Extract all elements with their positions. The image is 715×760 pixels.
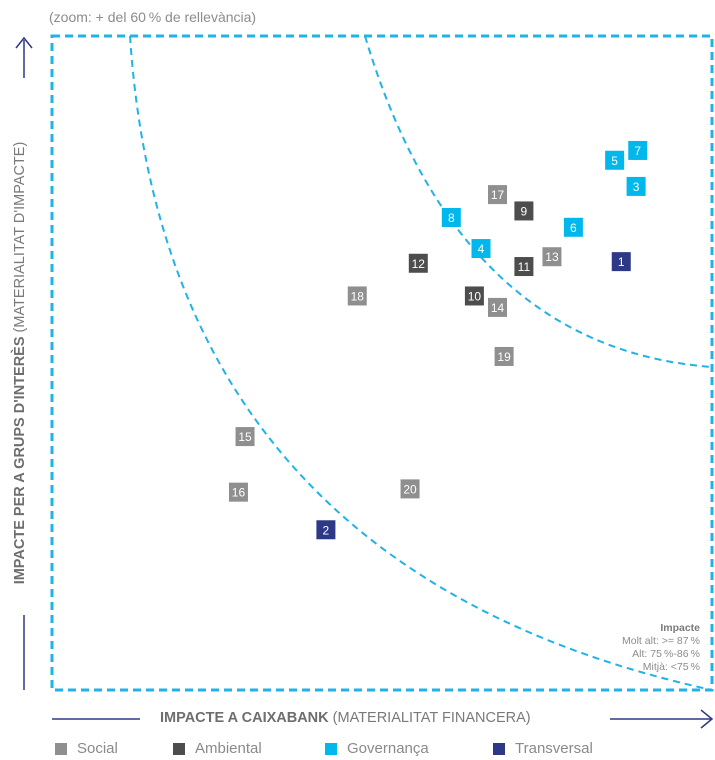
category-legend: Social Ambiental Governança Transversal: [55, 740, 715, 760]
data-point-marker: [471, 239, 491, 259]
data-point-label: 17: [491, 188, 505, 202]
legend-swatch-ambiental: [173, 742, 185, 755]
y-axis-arrowhead: [15, 36, 33, 49]
data-point-8: 8: [441, 207, 461, 227]
data-point-label: 20: [403, 482, 417, 496]
zoom-note: (zoom: + del 60 % de rellevància): [49, 9, 257, 25]
data-point-label: 12: [412, 257, 426, 271]
data-point-marker: [488, 297, 507, 317]
legend-swatch-governanca: [325, 742, 337, 755]
threshold-curve-medium: [129, 35, 713, 691]
data-point-label: 1: [618, 255, 625, 269]
impact-legend-title: Impacte: [660, 622, 700, 634]
x-axis-label-light: (MATERIALITAT FINANCERA): [332, 710, 531, 726]
data-point-5: 5: [605, 150, 625, 170]
data-point-marker: [628, 140, 648, 160]
data-point-4: 4: [471, 239, 491, 259]
legend-label-transversal: Transversal: [515, 740, 593, 757]
data-point-label: 6: [570, 221, 577, 235]
x-axis-label-strong: IMPACTE A CAIXABANK: [160, 710, 329, 726]
y-axis-label-wrap: IMPACTE PER A GRUPS D'INTERÈS (MATERIALI…: [5, 30, 35, 695]
legend-label-social: Social: [77, 740, 118, 757]
data-point-marker: [542, 247, 562, 267]
data-point-19: 19: [494, 346, 514, 366]
data-point-marker: [316, 520, 336, 540]
data-point-label: 15: [238, 430, 252, 444]
data-point-marker: [563, 217, 583, 237]
legend-item-ambiental: Ambiental: [173, 740, 262, 757]
data-point-marker: [626, 176, 646, 196]
data-point-label: 5: [611, 154, 618, 168]
data-point-label: 3: [633, 180, 640, 194]
data-point-14: 14: [488, 297, 507, 317]
legend-item-governanca: Governança: [325, 740, 429, 757]
impact-legend-very-high: Molt alt: >= 87 %: [622, 635, 700, 647]
data-point-marker: [514, 201, 534, 221]
data-point-12: 12: [408, 253, 428, 273]
data-point-2: 2: [316, 520, 336, 540]
data-point-marker: [441, 207, 461, 227]
legend-swatch-social: [55, 742, 67, 755]
data-point-label: 8: [448, 211, 455, 225]
data-point-10: 10: [464, 286, 484, 306]
data-point-6: 6: [563, 217, 583, 237]
data-point-label: 18: [351, 289, 365, 303]
data-point-9: 9: [514, 201, 534, 221]
plot-frame: [50, 34, 714, 692]
data-point-16: 16: [228, 482, 248, 502]
data-point-label: 14: [491, 301, 505, 315]
data-point-marker: [605, 150, 625, 170]
data-point-label: 9: [521, 204, 528, 218]
data-point-20: 20: [400, 479, 420, 499]
data-point-18: 18: [347, 286, 367, 306]
data-point-marker: [228, 482, 248, 502]
data-point-label: 16: [232, 486, 246, 500]
legend-item-social: Social: [55, 740, 118, 757]
data-point-13: 13: [542, 247, 562, 267]
data-point-3: 3: [626, 176, 646, 196]
data-point-marker: [514, 257, 534, 277]
y-axis-label: IMPACTE PER A GRUPS D'INTERÈS (MATERIALI…: [12, 141, 28, 584]
data-point-label: 2: [323, 523, 330, 537]
x-axis-label: IMPACTE A CAIXABANK (MATERIALITAT FINANC…: [160, 710, 531, 726]
data-point-marker: [464, 286, 484, 306]
data-point-label: 7: [634, 144, 641, 158]
legend-label-ambiental: Ambiental: [195, 740, 262, 757]
data-point-marker: [235, 427, 255, 447]
data-point-7: 7: [628, 140, 648, 160]
y-axis-label-light: (MATERIALITAT D'IMPACTE): [12, 141, 28, 332]
data-point-label: 4: [478, 242, 485, 256]
data-point-label: 10: [468, 289, 482, 303]
data-point-15: 15: [235, 427, 255, 447]
legend-item-transversal: Transversal: [493, 740, 593, 757]
impact-legend-high: Alt: 75 %-86 %: [632, 648, 700, 660]
data-point-label: 13: [545, 250, 559, 264]
data-point-marker: [408, 253, 428, 273]
data-point-label: 11: [518, 260, 531, 274]
data-point-marker: [400, 479, 420, 499]
data-point-label: 19: [497, 350, 511, 364]
impact-legend: Impacte Molt alt: >= 87 % Alt: 75 %-86 %…: [622, 622, 700, 674]
x-axis-arrowhead: [700, 709, 714, 729]
data-point-marker: [611, 252, 631, 272]
y-axis-label-strong: IMPACTE PER A GRUPS D'INTERÈS: [12, 335, 28, 584]
legend-swatch-transversal: [493, 742, 505, 755]
threshold-curve-high: [364, 35, 713, 368]
data-point-1: 1: [611, 252, 631, 272]
legend-label-governanca: Governança: [347, 740, 429, 757]
impact-legend-medium: Mitjà: <75 %: [642, 661, 700, 673]
data-point-11: 11: [514, 257, 534, 277]
data-point-marker: [494, 346, 514, 366]
data-point-17: 17: [488, 185, 507, 205]
data-point-marker: [347, 286, 367, 306]
data-point-marker: [488, 185, 507, 205]
